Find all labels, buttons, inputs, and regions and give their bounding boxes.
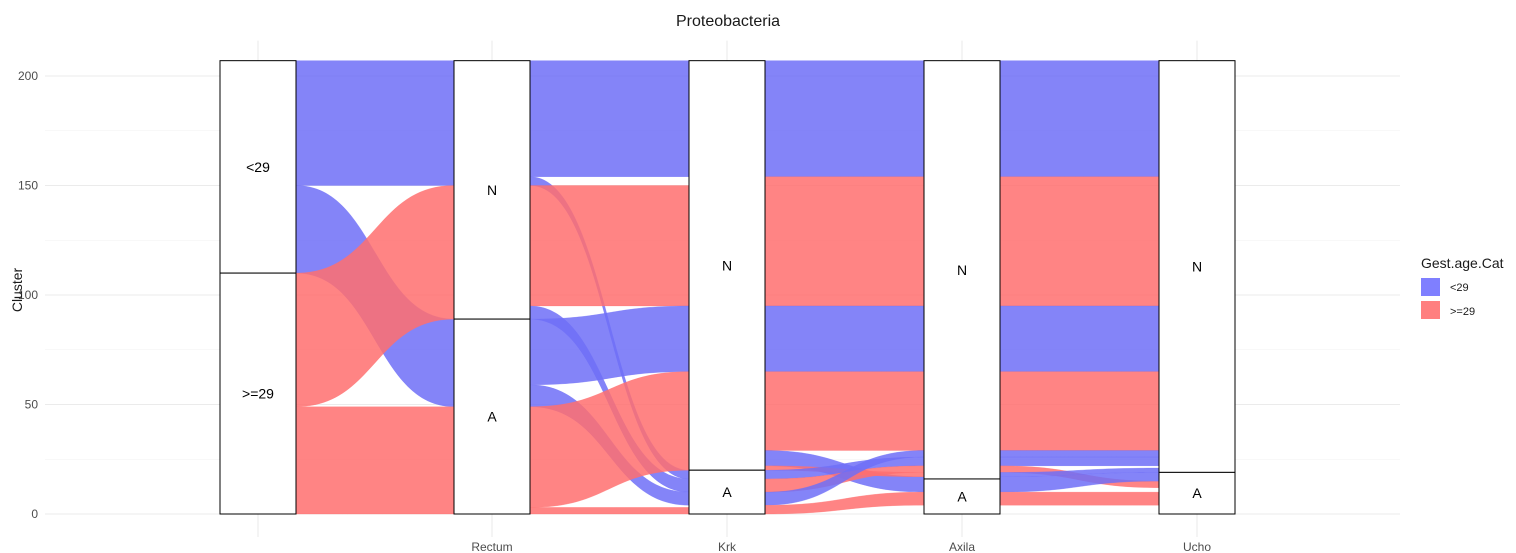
y-tick-label-1: 50 (25, 398, 39, 412)
legend-label-lt29: <29 (1450, 282, 1469, 294)
flow-1-2 (529, 185, 690, 307)
y-axis: 0 50 100 150 200 (18, 69, 38, 521)
x-axis: Rectum Krk Axila Ucho (471, 540, 1211, 553)
flow-1-7 (529, 507, 690, 515)
flow-1-0 (529, 60, 690, 177)
stratum-1-1 (453, 318, 531, 515)
stratum-label-3-0: N (957, 262, 967, 278)
y-tick-label-0: 0 (31, 507, 38, 521)
stratum-label-4-1: A (1192, 485, 1202, 501)
flow-3-0 (999, 60, 1160, 177)
stratum-2-0 (688, 60, 766, 471)
flow-3-3 (999, 371, 1160, 451)
flow-2-2 (764, 305, 925, 372)
flow-3-1 (999, 176, 1160, 307)
y-tick-label-2: 100 (18, 288, 38, 302)
flow-2-1 (764, 176, 925, 307)
flow-3-4 (999, 450, 1160, 458)
stratum-4-1 (1158, 471, 1236, 515)
y-tick-label-3: 150 (18, 179, 38, 193)
stratum-label-0-1: >=29 (242, 386, 274, 402)
legend-swatch-lt29 (1421, 278, 1440, 296)
y-tick-label-4: 200 (18, 69, 38, 83)
stratum-label-0-0: <29 (246, 159, 270, 175)
stratum-3-1 (923, 478, 1001, 515)
flow-0-3 (295, 406, 455, 515)
stratum-1-0 (453, 60, 531, 320)
stratum-label-2-1: A (722, 484, 732, 500)
stratum-label-1-0: N (487, 182, 497, 198)
flow-2-3 (764, 371, 925, 451)
stratum-label-1-1: A (487, 409, 497, 425)
legend: Gest.age.Cat <29 >=29 (1421, 255, 1504, 319)
x-tick-label-1: Rectum (471, 540, 512, 553)
stratum-0-0 (219, 60, 297, 274)
x-tick-label-3: Axila (949, 540, 975, 553)
x-tick-label-4: Ucho (1183, 540, 1211, 553)
legend-title: Gest.age.Cat (1421, 255, 1504, 271)
stratum-label-3-1: A (957, 488, 967, 504)
chart-title: Proteobacteria (676, 13, 780, 30)
flow-0-0 (295, 60, 455, 186)
flow-3-9 (999, 491, 1160, 506)
legend-swatch-ge29 (1421, 301, 1440, 319)
stratum-0-1 (219, 272, 297, 515)
flow-3-2 (999, 305, 1160, 372)
legend-label-ge29: >=29 (1450, 306, 1475, 318)
stratum-label-2-0: N (722, 257, 732, 273)
y-axis-title: Cluster (9, 267, 25, 312)
stratum-label-4-0: N (1192, 259, 1202, 275)
flow-2-0 (764, 60, 925, 177)
strata: <29 >=29 N A N A N A N A (219, 60, 1236, 515)
flow-3-5 (999, 456, 1160, 467)
stratum-2-1 (688, 469, 766, 515)
flows (295, 60, 1160, 515)
x-tick-label-2: Krk (718, 540, 737, 553)
